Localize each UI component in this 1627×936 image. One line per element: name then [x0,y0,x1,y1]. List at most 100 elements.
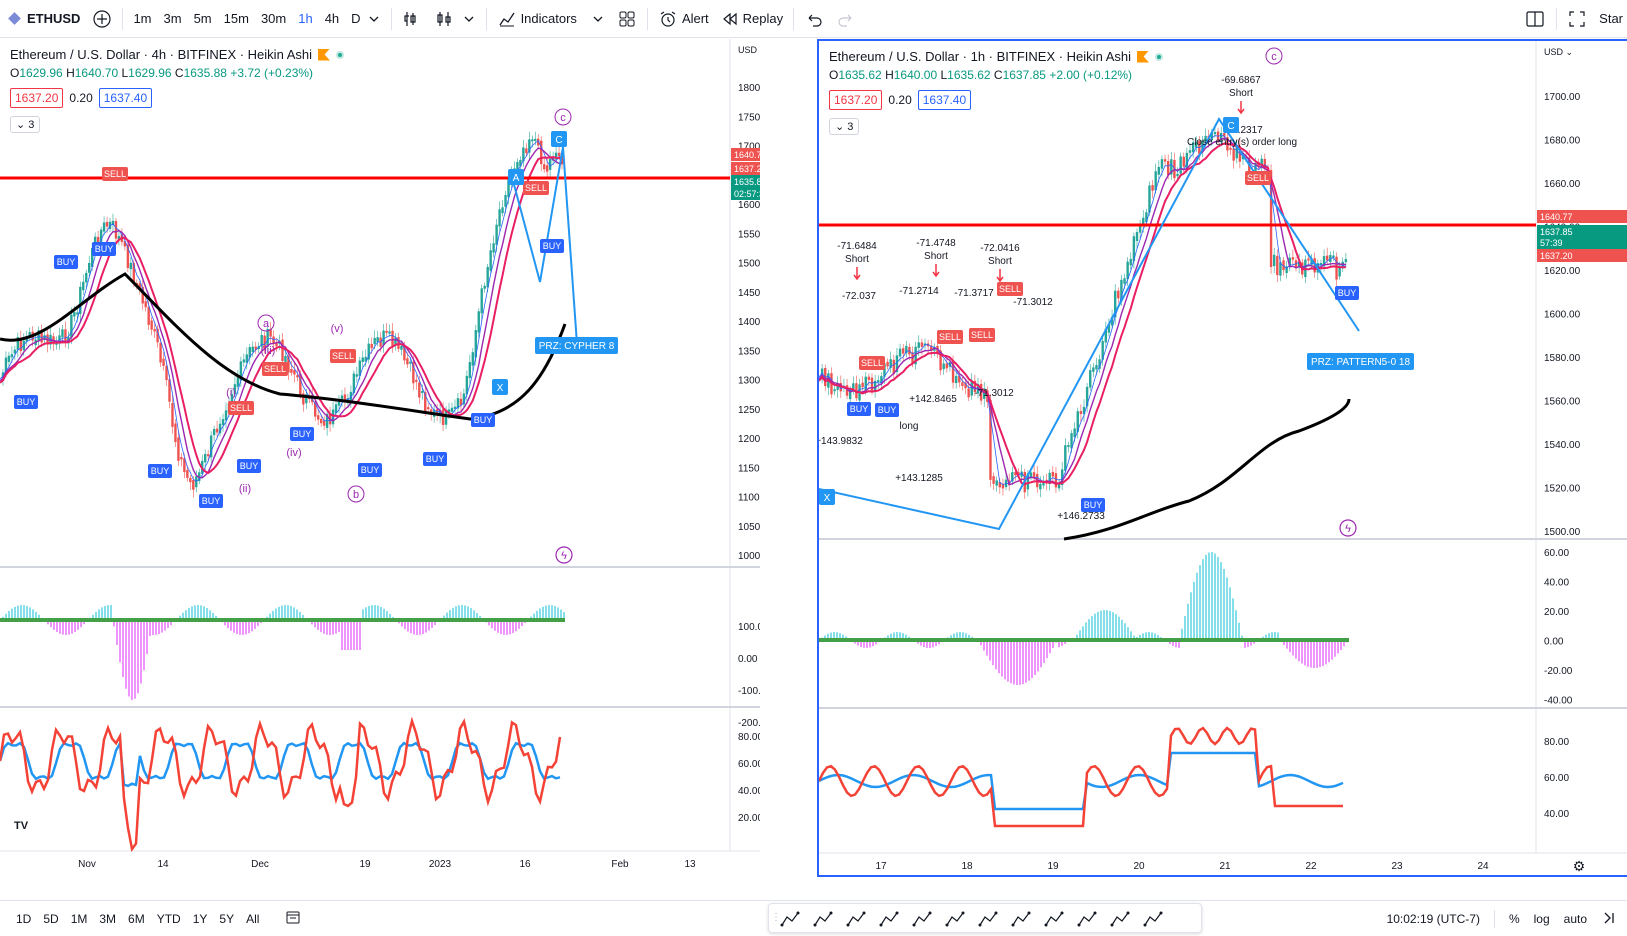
trend-line-icon[interactable] [779,909,801,929]
chart-type-button[interactable] [428,0,482,38]
candle [1260,158,1263,167]
candle [545,165,549,172]
candle [88,262,91,273]
interval-1m[interactable]: 1m [127,0,157,38]
templates-button[interactable] [611,0,643,38]
log-toggle[interactable]: log [1533,912,1550,926]
chart-panel-4h[interactable]: USD ⌄1800.001750.001700.001650.001600.00… [0,39,760,877]
range-3m[interactable]: 3M [99,911,117,926]
buy-button[interactable]: 1637.40 [917,90,972,110]
candle [1241,155,1245,160]
auto-toggle[interactable]: auto [1563,912,1587,926]
pitchfork-icon[interactable] [977,909,999,929]
measure-icon[interactable] [1076,909,1098,929]
interval-3m[interactable]: 3m [158,0,188,38]
time-axis-label: 14 [157,859,169,870]
interval-30m[interactable]: 30m [255,0,292,38]
chart-panel-1h[interactable]: USD ⌄ 1700.00 1680.00 1660.00 1640.00 1620.00… [817,39,1627,877]
range-all[interactable]: All [246,911,260,926]
candle [79,286,82,314]
range-6m[interactable]: 6M [128,911,145,926]
pattern-point-label: A [513,173,520,184]
spread-value: 0.20 [69,91,93,105]
range-5y[interactable]: 5Y [219,911,235,926]
candle [287,355,290,373]
time-axis-label: 21 [1219,861,1231,872]
percent-toggle[interactable]: % [1508,912,1520,926]
long-position-icon[interactable] [1109,909,1131,929]
fib-icon[interactable] [812,909,834,929]
candle [19,337,23,352]
candle [1054,473,1058,488]
chart-legend-4h: Ethereum / U.S. Dollar · 4h · BITFINEX ·… [10,47,344,133]
oscillator-axis-label: -20.00 [1544,666,1573,677]
wave-circle [554,108,572,126]
candle [867,376,871,380]
indicators-collapse-button[interactable]: ⌄ 3 [10,116,41,133]
range-ytd[interactable]: YTD [156,911,181,926]
range-1m[interactable]: 1M [70,911,88,926]
indicators-collapse-button[interactable]: ⌄ 3 [829,118,860,135]
drag-handle-icon[interactable]: ⋮ [771,912,781,923]
bar-style-button[interactable] [396,0,428,38]
symbol-search-button[interactable]: ETHUSD [0,0,86,38]
candle [171,403,174,427]
compare-add-button[interactable] [86,0,118,38]
buy-button[interactable]: 1637.40 [98,88,153,108]
brush-icon[interactable] [1010,909,1032,929]
date-range-button[interactable] [279,909,307,928]
chevron-down-icon: ⌄ [16,119,26,131]
close-value: 1637.85 [1002,68,1046,82]
candle [456,398,460,409]
pattern-icon[interactable] [845,909,867,929]
pen-icon[interactable] [944,909,966,929]
candle [418,382,421,398]
indicators-button[interactable]: Indicators [491,0,611,38]
range-5d[interactable]: 5D [43,911,59,926]
star-button[interactable]: Star [1593,0,1627,38]
chart-canvas-4h[interactable]: USD ⌄1800.001750.001700.001650.001600.00… [0,39,760,877]
buy-signal-marker [92,242,116,256]
candle [221,419,225,425]
replay-button[interactable]: Replay [715,0,789,38]
range-1d[interactable]: 1D [16,911,32,926]
short-position-icon[interactable] [1142,909,1164,929]
scroll-to-realtime-button[interactable] [1601,910,1617,929]
candle [325,413,329,428]
interval-d[interactable]: D [345,0,386,38]
interval-5m[interactable]: 5m [188,0,218,38]
clock-time[interactable]: 10:02:19 (UTC-7) [1386,912,1480,926]
candle [1195,142,1198,148]
buy-signal-marker [148,464,172,478]
xabcd-icon[interactable] [1043,909,1065,929]
range-1y[interactable]: 1Y [192,911,208,926]
fullscreen-button[interactable] [1561,0,1593,38]
candle [1113,290,1117,318]
range-buttons: 1D 5D 1M 3M 6M YTD 1Y 5Y All [0,909,307,928]
flag-icon[interactable] [1136,50,1149,63]
alert-button[interactable]: Alert [652,0,715,38]
redo-button[interactable] [830,0,862,38]
sell-button[interactable]: 1637.20 [10,88,64,108]
oscillator-axis-label: 0.00 [738,654,758,665]
horizontal-line-icon[interactable] [911,909,933,929]
time-axis-label: 23 [1391,861,1403,872]
buy-sell-buttons: 1637.20 0.20 1637.40 [10,88,344,108]
candle [174,423,177,443]
interval-1h[interactable]: 1h [292,0,318,38]
projection-icon[interactable] [878,909,900,929]
sell-button[interactable]: 1637.20 [829,90,883,110]
interval-4h[interactable]: 4h [319,0,345,38]
undo-button[interactable] [798,0,830,38]
chart-background [819,41,1627,875]
candle [1235,146,1238,159]
flag-icon[interactable] [317,48,330,61]
candle [917,342,920,348]
candle [1120,279,1123,301]
layout-toggle-button[interactable] [1518,0,1552,38]
chart-canvas-1h[interactable]: USD ⌄ 1700.00 1680.00 1660.00 1640.00 1620.00… [819,41,1627,877]
interval-15m[interactable]: 15m [218,0,255,38]
heikin-ashi-icon [436,11,451,26]
candle [1254,162,1257,177]
candle [1279,262,1282,276]
